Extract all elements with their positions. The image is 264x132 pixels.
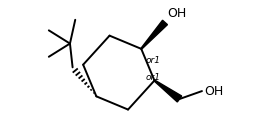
Text: or1: or1 — [145, 56, 160, 65]
Text: OH: OH — [205, 85, 224, 98]
Polygon shape — [154, 80, 182, 102]
Polygon shape — [141, 20, 167, 49]
Text: OH: OH — [168, 7, 187, 20]
Text: or1: or1 — [145, 73, 160, 82]
